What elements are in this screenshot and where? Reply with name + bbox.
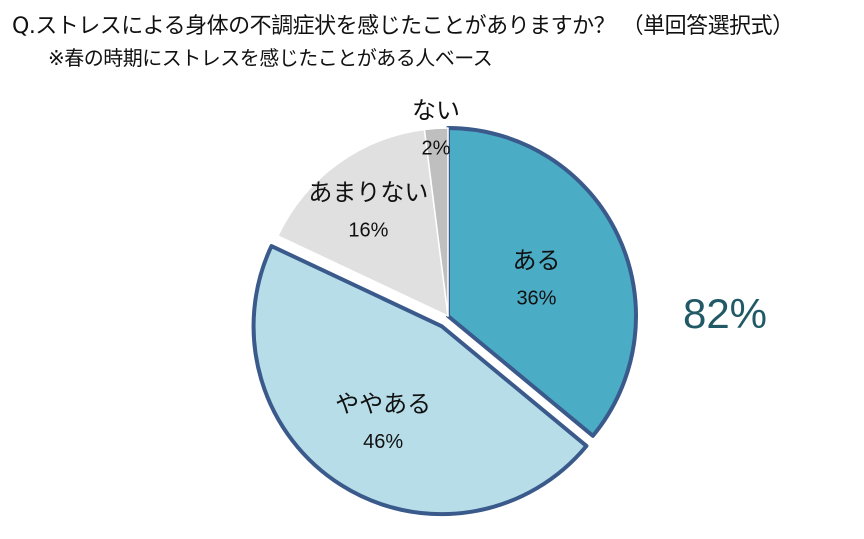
slice-label-3: あまりない bbox=[308, 178, 428, 206]
total-annotation: 82% bbox=[683, 290, 767, 337]
slice-value-3: 16% bbox=[348, 219, 388, 241]
slice-label-1: ある bbox=[512, 246, 560, 274]
chart-subtitle: ※春の時期にストレスを感じたことがある人ベース bbox=[48, 46, 493, 70]
slice-value-2: 46% bbox=[363, 431, 403, 453]
pie-slices bbox=[251, 126, 638, 517]
slice-value-1: 36% bbox=[516, 287, 556, 309]
pie-slice-4 bbox=[423, 127, 449, 317]
slice-label-2: ややある bbox=[335, 390, 431, 418]
slice-labels: ある 36% ややある 46% あまりない 16% ない 2% bbox=[308, 97, 560, 454]
pie-slice-2 bbox=[251, 244, 589, 517]
slice-value-4: 2% bbox=[422, 138, 451, 160]
pie-slice-1 bbox=[446, 126, 638, 438]
chart-title: Q.ストレスによる身体の不調症状を感じたことがありますか？ （単回答選択式） bbox=[12, 14, 794, 39]
pie-slice-3 bbox=[277, 128, 449, 317]
slice-label-4: ない bbox=[412, 97, 460, 125]
